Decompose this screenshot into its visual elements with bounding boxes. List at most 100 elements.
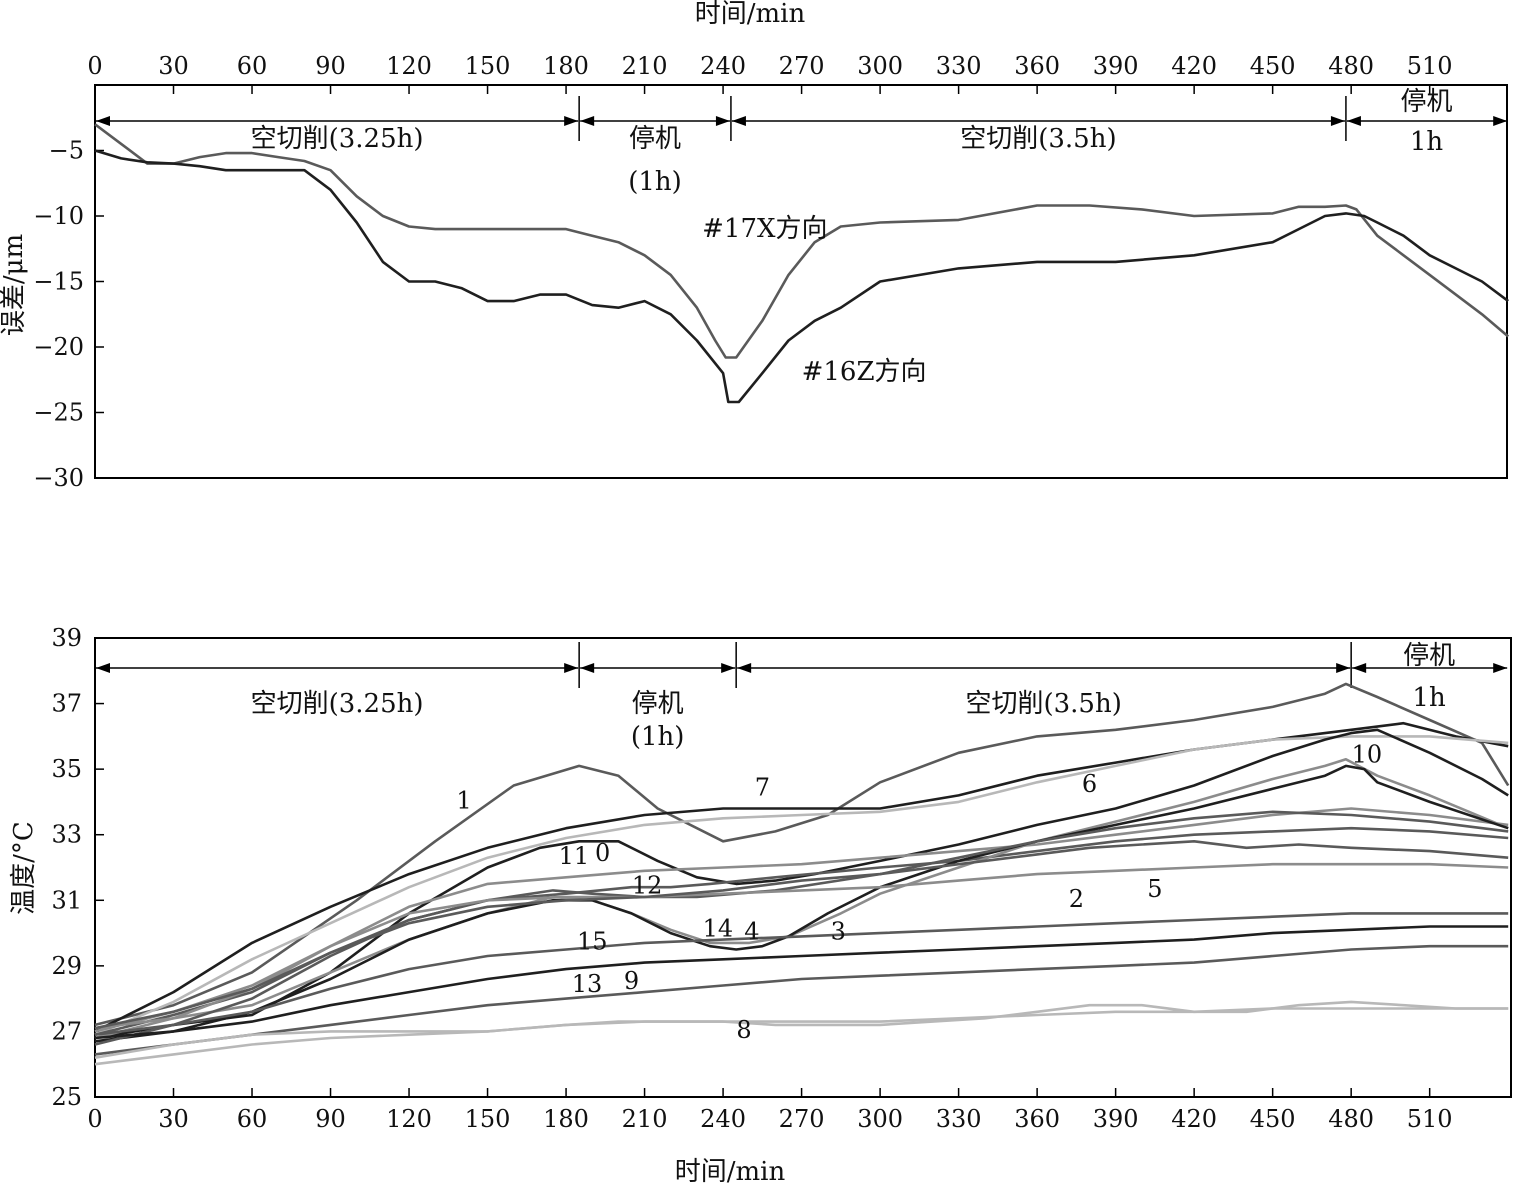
- temp-xtick-label: 510: [1407, 1105, 1453, 1133]
- series-label: 7: [755, 773, 770, 801]
- error-xtick-label: 0: [87, 52, 102, 80]
- series-line-13: [94, 925, 1509, 1040]
- temp-ytick-label: 33: [51, 821, 82, 849]
- series-label: 11: [559, 842, 590, 870]
- temp-xtick-label: 180: [543, 1105, 589, 1133]
- error-ytick-label: −25: [33, 399, 84, 427]
- error-xtick-label: 90: [315, 52, 346, 80]
- temperature-chart-yticks: 25 27 29 31 33 35 37 39: [51, 624, 104, 1111]
- temp-ytick-label: 37: [51, 690, 82, 718]
- phase-arrow-head-left: [737, 663, 752, 673]
- temp-ytick-label: 27: [51, 1017, 82, 1045]
- error-ytick-label: −5: [49, 137, 84, 165]
- error-xtick-label: 420: [1171, 52, 1217, 80]
- series-annotation: #16Z方向: [802, 357, 927, 387]
- temp-xtick-label: 30: [158, 1105, 189, 1133]
- temp-xtick-label: 420: [1171, 1105, 1217, 1133]
- error-xtick-label: 510: [1407, 52, 1453, 80]
- error-xtick-label: 450: [1250, 52, 1296, 80]
- series-label: 8: [736, 1016, 751, 1044]
- temp-ytick-label: 31: [51, 886, 82, 914]
- phase-label: 停机: [1400, 87, 1452, 117]
- error-chart-phases: 空切削(3.25h) 停机 (1h) 空切削(3.5h) 停机 1h: [96, 87, 1508, 197]
- phase-arrow-head-left: [1352, 663, 1367, 673]
- series-line-9: [94, 944, 1509, 1056]
- error-xtick-label: 480: [1328, 52, 1374, 80]
- temperature-chart: 时间/min 温度/°C 0 30 60 90 120 150 180 210 240 270 30…: [9, 624, 1512, 1187]
- temp-xtick-label: 240: [700, 1105, 746, 1133]
- phase-label: 空切削(3.25h): [251, 124, 424, 154]
- phase-arrow-head-left: [96, 663, 110, 673]
- temp-xtick-label: 210: [622, 1105, 668, 1133]
- series-label: 5: [1147, 875, 1162, 903]
- temp-xtick-label: 60: [237, 1105, 268, 1133]
- phase-sublabel: (1h): [631, 722, 685, 752]
- series-label: 14: [703, 914, 734, 942]
- series-label: 1: [456, 786, 471, 814]
- series-label: 15: [577, 927, 608, 955]
- phase-label: 停机: [1403, 641, 1455, 671]
- phase-arrow-head-right: [1336, 663, 1351, 673]
- temp-xtick-label: 480: [1328, 1105, 1374, 1133]
- phase-arrow-head-right: [1330, 116, 1345, 126]
- phase-arrow-head-left: [1346, 116, 1361, 126]
- temp-xtick-label: 90: [315, 1105, 346, 1133]
- series-label: 9: [624, 967, 639, 995]
- series-label: 3: [831, 918, 846, 946]
- error-chart-xlabel: 时间/min: [695, 0, 806, 29]
- series-label: 10: [1352, 741, 1383, 769]
- series-line-2: [94, 862, 1509, 1040]
- phase-sublabel: 1h: [1410, 127, 1444, 157]
- series-line-7: [94, 721, 1509, 1033]
- phase-arrow-head-right: [721, 663, 736, 673]
- phase-arrow-head-left: [731, 116, 746, 126]
- error-xtick-label: 150: [465, 52, 511, 80]
- temp-xtick-label: 450: [1250, 1105, 1296, 1133]
- phase-arrow-head-right: [564, 663, 579, 673]
- error-ytick-label: −10: [33, 202, 84, 230]
- error-ytick-label: −30: [33, 464, 84, 492]
- error-xtick-label: 120: [386, 52, 432, 80]
- temp-xtick-label: 120: [386, 1105, 432, 1133]
- phase-arrow-head-right: [564, 116, 579, 126]
- temperature-chart-frame: [94, 637, 1512, 1098]
- phase-label: 空切削(3.25h): [251, 689, 424, 719]
- error-xtick-label: 30: [158, 52, 189, 80]
- error-xtick-label: 240: [700, 52, 746, 80]
- series-line-15: [94, 912, 1509, 1036]
- phase-sublabel: (1h): [628, 167, 682, 197]
- error-xtick-label: 330: [936, 52, 982, 80]
- temp-xtick-label: 150: [465, 1105, 511, 1133]
- error-chart-ylabel: 误差/μm: [0, 234, 29, 336]
- phase-arrow-head-left: [96, 116, 110, 126]
- temp-ytick-label: 25: [51, 1083, 82, 1111]
- temperature-chart-xticks: 0 30 60 90 120 150 180 210 240 270 300 330 360 390 420…: [87, 1088, 1453, 1133]
- error-ytick-label: −15: [33, 268, 84, 296]
- temp-xtick-label: 0: [87, 1105, 102, 1133]
- error-xtick-label: 60: [237, 52, 268, 80]
- temp-xtick-label: 390: [1093, 1105, 1139, 1133]
- series-line-5: [94, 839, 1509, 1030]
- series-line-17X: [94, 123, 1510, 359]
- temperature-chart-ylabel: 温度/°C: [9, 821, 39, 915]
- series-label: 6: [1082, 770, 1097, 798]
- phase-label: 空切削(3.5h): [960, 124, 1116, 154]
- error-chart-yticks: −5 −10 −15 −20 −25 −30: [33, 137, 104, 492]
- error-ytick-label: −20: [33, 333, 84, 361]
- phase-arrow-head-left: [580, 663, 595, 673]
- series-line-6: [94, 735, 1509, 1036]
- error-chart-series: [94, 123, 1510, 404]
- series-line-10: [94, 1007, 1509, 1066]
- error-xtick-label: 270: [779, 52, 825, 80]
- series-label: 12: [632, 872, 663, 900]
- temperature-chart-series: [94, 682, 1510, 1066]
- error-xtick-label: 390: [1093, 52, 1139, 80]
- temp-xtick-label: 330: [936, 1105, 982, 1133]
- series-line-0: [94, 728, 1509, 1040]
- series-label: 13: [572, 970, 603, 998]
- temp-ytick-label: 29: [51, 952, 82, 980]
- phase-label: 空切削(3.5h): [965, 689, 1121, 719]
- error-chart: 时间/min 误差/μm 0 30 60 90 120 150 180 210 240 270 30…: [0, 0, 1510, 492]
